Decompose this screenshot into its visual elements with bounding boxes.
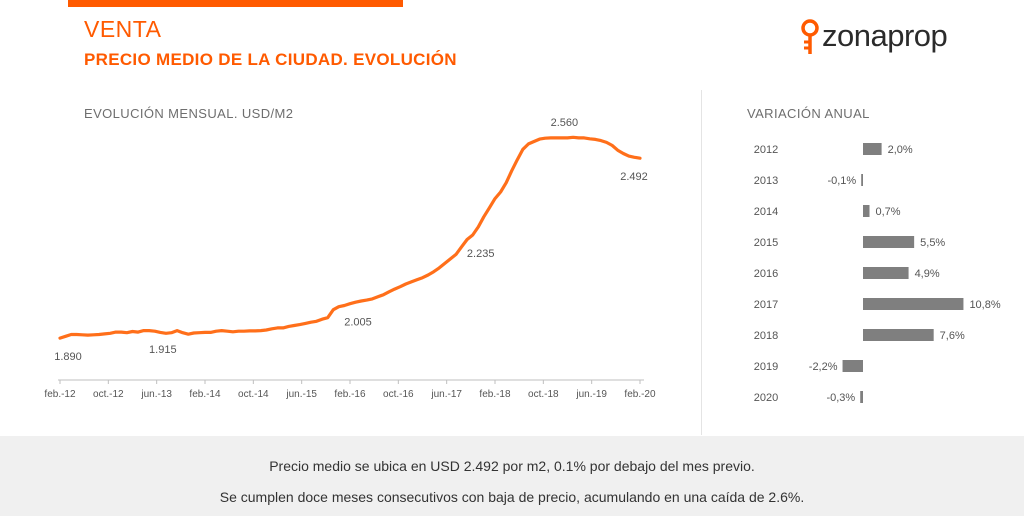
price-evolution-line-chart: feb.-12 oct.-12 jun.-13 feb.-14 oct.-14 jun.-… [44,117,656,400]
section-divider [701,90,702,435]
variation-bar [863,143,882,155]
x-tick-label: feb.-16 [334,389,366,400]
x-tick-label: oct.-12 [93,389,124,400]
x-tick-label: jun.-17 [430,389,462,400]
year-label: 2016 [754,268,778,280]
variation-bar [863,205,870,217]
x-tick-label: feb.-14 [189,389,221,400]
footer-line-2: Se cumplen doce meses consecutivos con b… [219,489,805,505]
data-label: 1.915 [149,344,177,356]
x-tick-label: feb.-18 [479,389,511,400]
variation-label: 10,8% [969,299,1000,311]
variation-bar [860,391,863,403]
logo-text: zonaprop [822,18,948,53]
x-tick-label: feb.-20 [624,389,656,400]
year-label: 2018 [754,330,778,342]
variation-label: 7,6% [940,330,965,342]
x-tick-label: oct.-18 [528,389,559,400]
variation-label: 5,5% [920,237,945,249]
data-label: 1.890 [54,351,82,363]
variation-label: 4,9% [915,268,940,280]
top-accent-bar [68,0,403,7]
variation-label: 2,0% [888,144,913,156]
page-title: VENTA [84,16,162,42]
variation-bar [863,236,915,248]
year-label: 2019 [754,361,778,373]
price-series-line [58,135,642,340]
year-label: 2012 [754,144,778,156]
data-label: 2.005 [344,317,372,329]
year-label: 2020 [754,392,778,404]
variation-label: -2,2% [809,361,838,373]
x-tick-label: oct.-16 [383,389,414,400]
data-label: 2.560 [551,117,579,129]
data-label: 2.492 [620,171,648,183]
footer-summary: Precio medio se ubica en USD 2.492 por m… [0,436,1024,516]
x-tick-label: feb.-12 [44,389,76,400]
variation-label: -0,1% [827,175,856,187]
year-label: 2014 [754,206,778,218]
zonaprop-logo: zonaprop [800,14,1000,64]
x-tick-label: jun.-13 [140,389,172,400]
page-subtitle: PRECIO MEDIO DE LA CIUDAD. EVOLUCIÓN [84,50,457,69]
data-label: 2.235 [467,248,495,260]
x-tick-label: oct.-14 [238,389,269,400]
variation-bar [842,360,863,372]
year-label: 2015 [754,237,778,249]
x-tick-label: jun.-15 [285,389,317,400]
line-chart-title: EVOLUCIÓN MENSUAL. USD/M2 [84,106,294,121]
year-label: 2017 [754,299,778,311]
variation-bar [863,267,909,279]
footer-line-1: Precio medio se ubica en USD 2.492 por m… [269,458,755,474]
x-tick-label: jun.-19 [575,389,607,400]
variation-bar [863,298,964,310]
variation-bar [863,329,934,341]
variation-label: -0,3% [826,392,855,404]
bar-chart-title: VARIACIÓN ANUAL [747,106,870,121]
annual-variation-bar-chart: 2012 2,0% 2013 -0,1% 2014 0,7% 2015 5,5% 2016 4,9… [754,143,1001,404]
year-label: 2013 [754,175,778,187]
variation-bar [861,174,863,186]
variation-label: 0,7% [876,206,901,218]
pin-key-icon [801,19,819,54]
